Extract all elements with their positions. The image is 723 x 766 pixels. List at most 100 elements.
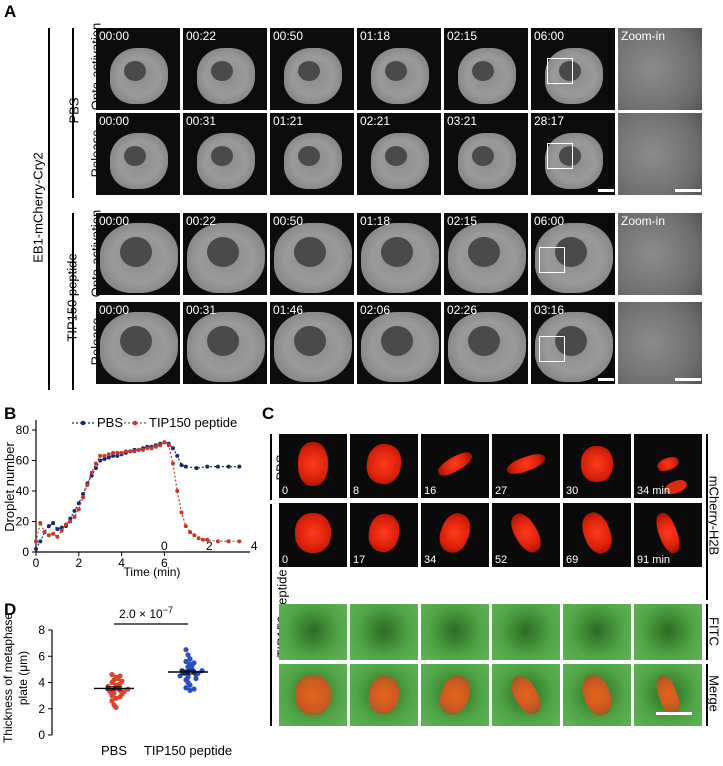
- timestamp-label: 01:18: [360, 214, 391, 228]
- chromosome-mass: [581, 446, 613, 482]
- chromosome-mass: [655, 454, 681, 474]
- data-point: [193, 675, 199, 682]
- legend-marker: [80, 420, 86, 426]
- series-line: [35, 441, 240, 550]
- chart-d-ylabel-line1: Thickness of metaphase: [1, 613, 15, 743]
- microscopy-tile: 00:31: [183, 302, 267, 384]
- zoom-box: [547, 58, 573, 84]
- data-point: [132, 449, 137, 454]
- microscopy-tile: 00:00: [96, 28, 180, 110]
- timestamp-label: 02:15: [447, 29, 478, 43]
- mcherry-h2b-tile: 17: [350, 503, 418, 567]
- x-tick-label: 4: [118, 556, 125, 570]
- data-point: [51, 521, 56, 526]
- chromosome-mass: [363, 441, 405, 487]
- data-point: [93, 461, 98, 466]
- fitc-tile: [279, 604, 347, 660]
- data-point: [42, 530, 47, 535]
- data-point: [106, 455, 111, 460]
- zoom-box: [547, 143, 573, 169]
- timestamp-label: 00:00: [99, 214, 130, 228]
- data-point: [179, 510, 184, 515]
- timestamp-label: 06:00: [534, 29, 565, 43]
- timestamp-label: 00:00: [99, 303, 130, 317]
- scale-bar: [675, 189, 701, 192]
- y-tick-label: 4: [38, 676, 45, 690]
- microscopy-tile: 02:15: [444, 213, 528, 295]
- chromosome-mass: [505, 509, 547, 557]
- panel-label-a: A: [4, 2, 17, 21]
- timestamp-label: 00:31: [186, 303, 217, 317]
- chart-b-ylabel: Droplet number: [2, 442, 17, 532]
- chromosome-mass: [577, 670, 617, 720]
- merge-tile: [492, 664, 560, 726]
- data-point: [98, 458, 103, 463]
- timepoint-label: 91 min: [637, 554, 671, 566]
- timestamp-label: 01:18: [360, 29, 391, 43]
- data-point: [185, 652, 191, 658]
- chromosome-mass: [435, 671, 475, 719]
- zoom-box: [539, 336, 565, 362]
- merge-tile: [279, 664, 347, 726]
- data-point: [226, 464, 231, 469]
- legend-label: TIP150 peptide: [149, 415, 237, 430]
- release-tick-label: 4: [251, 539, 258, 553]
- timestamp-label: 01:21: [273, 114, 304, 128]
- data-point: [191, 686, 197, 692]
- data-point: [93, 466, 98, 471]
- data-point: [215, 464, 220, 469]
- data-point: [109, 698, 115, 704]
- timestamp-label: 06:00: [534, 214, 565, 228]
- data-point: [187, 682, 193, 688]
- timepoint-label: 34 min: [637, 485, 671, 497]
- cell-nucleus: [472, 61, 494, 81]
- cell-nucleus: [385, 146, 407, 166]
- group-label-tip150: TIP150 peptide: [64, 253, 80, 342]
- category-label: PBS: [101, 743, 127, 758]
- p-value-label: 2.0 × 10−7: [119, 605, 173, 621]
- cell-nucleus: [207, 237, 239, 267]
- scale-bar: [675, 378, 701, 381]
- y-tick-label: 2: [38, 702, 45, 716]
- cell-nucleus: [207, 326, 239, 356]
- data-point: [179, 463, 184, 468]
- data-point: [162, 440, 167, 445]
- timestamp-label: 02:26: [447, 303, 478, 317]
- data-point: [226, 539, 231, 544]
- y-tick-label: 0: [38, 728, 45, 742]
- x-tick-label: 6: [161, 556, 168, 570]
- microscopy-tile: 03:21: [444, 113, 528, 195]
- zoom-texture: [618, 302, 702, 384]
- y-tick-label: 20: [16, 515, 30, 529]
- chromosome-mass: [505, 671, 547, 719]
- x-tick-label: 2: [75, 556, 82, 570]
- mcherry-h2b-tile: 0: [279, 434, 347, 498]
- data-point: [193, 672, 199, 678]
- y-tick-label: 8: [38, 623, 45, 637]
- mcherry-h2b-tile: 52: [492, 503, 560, 567]
- data-point: [68, 519, 73, 524]
- construct-bracket: [48, 28, 50, 390]
- chromosome-mass: [295, 675, 331, 715]
- data-point: [38, 521, 43, 526]
- mcherry-h2b-tile: 34 min: [634, 434, 702, 498]
- zoom-texture: [618, 28, 702, 110]
- microscopy-tile: 02:26: [444, 302, 528, 384]
- cell-nucleus: [385, 61, 407, 81]
- timepoint-label: 69: [566, 554, 579, 566]
- timepoint-label: 8: [353, 485, 360, 497]
- data-point: [183, 524, 188, 529]
- cell-nucleus: [381, 237, 413, 267]
- microscopy-tile: [618, 113, 702, 195]
- data-point: [183, 647, 189, 653]
- timestamp-label: 00:00: [99, 29, 130, 43]
- chromosome-mass: [435, 509, 475, 557]
- data-point: [113, 695, 119, 701]
- merge-tile: [350, 664, 418, 726]
- data-point: [149, 446, 154, 451]
- data-point: [109, 693, 115, 699]
- timepoint-label: 27: [495, 485, 508, 497]
- merge-tile: [563, 664, 631, 726]
- microscopy-tile: 00:50: [270, 213, 354, 295]
- microscopy-tile: 02:15: [444, 28, 528, 110]
